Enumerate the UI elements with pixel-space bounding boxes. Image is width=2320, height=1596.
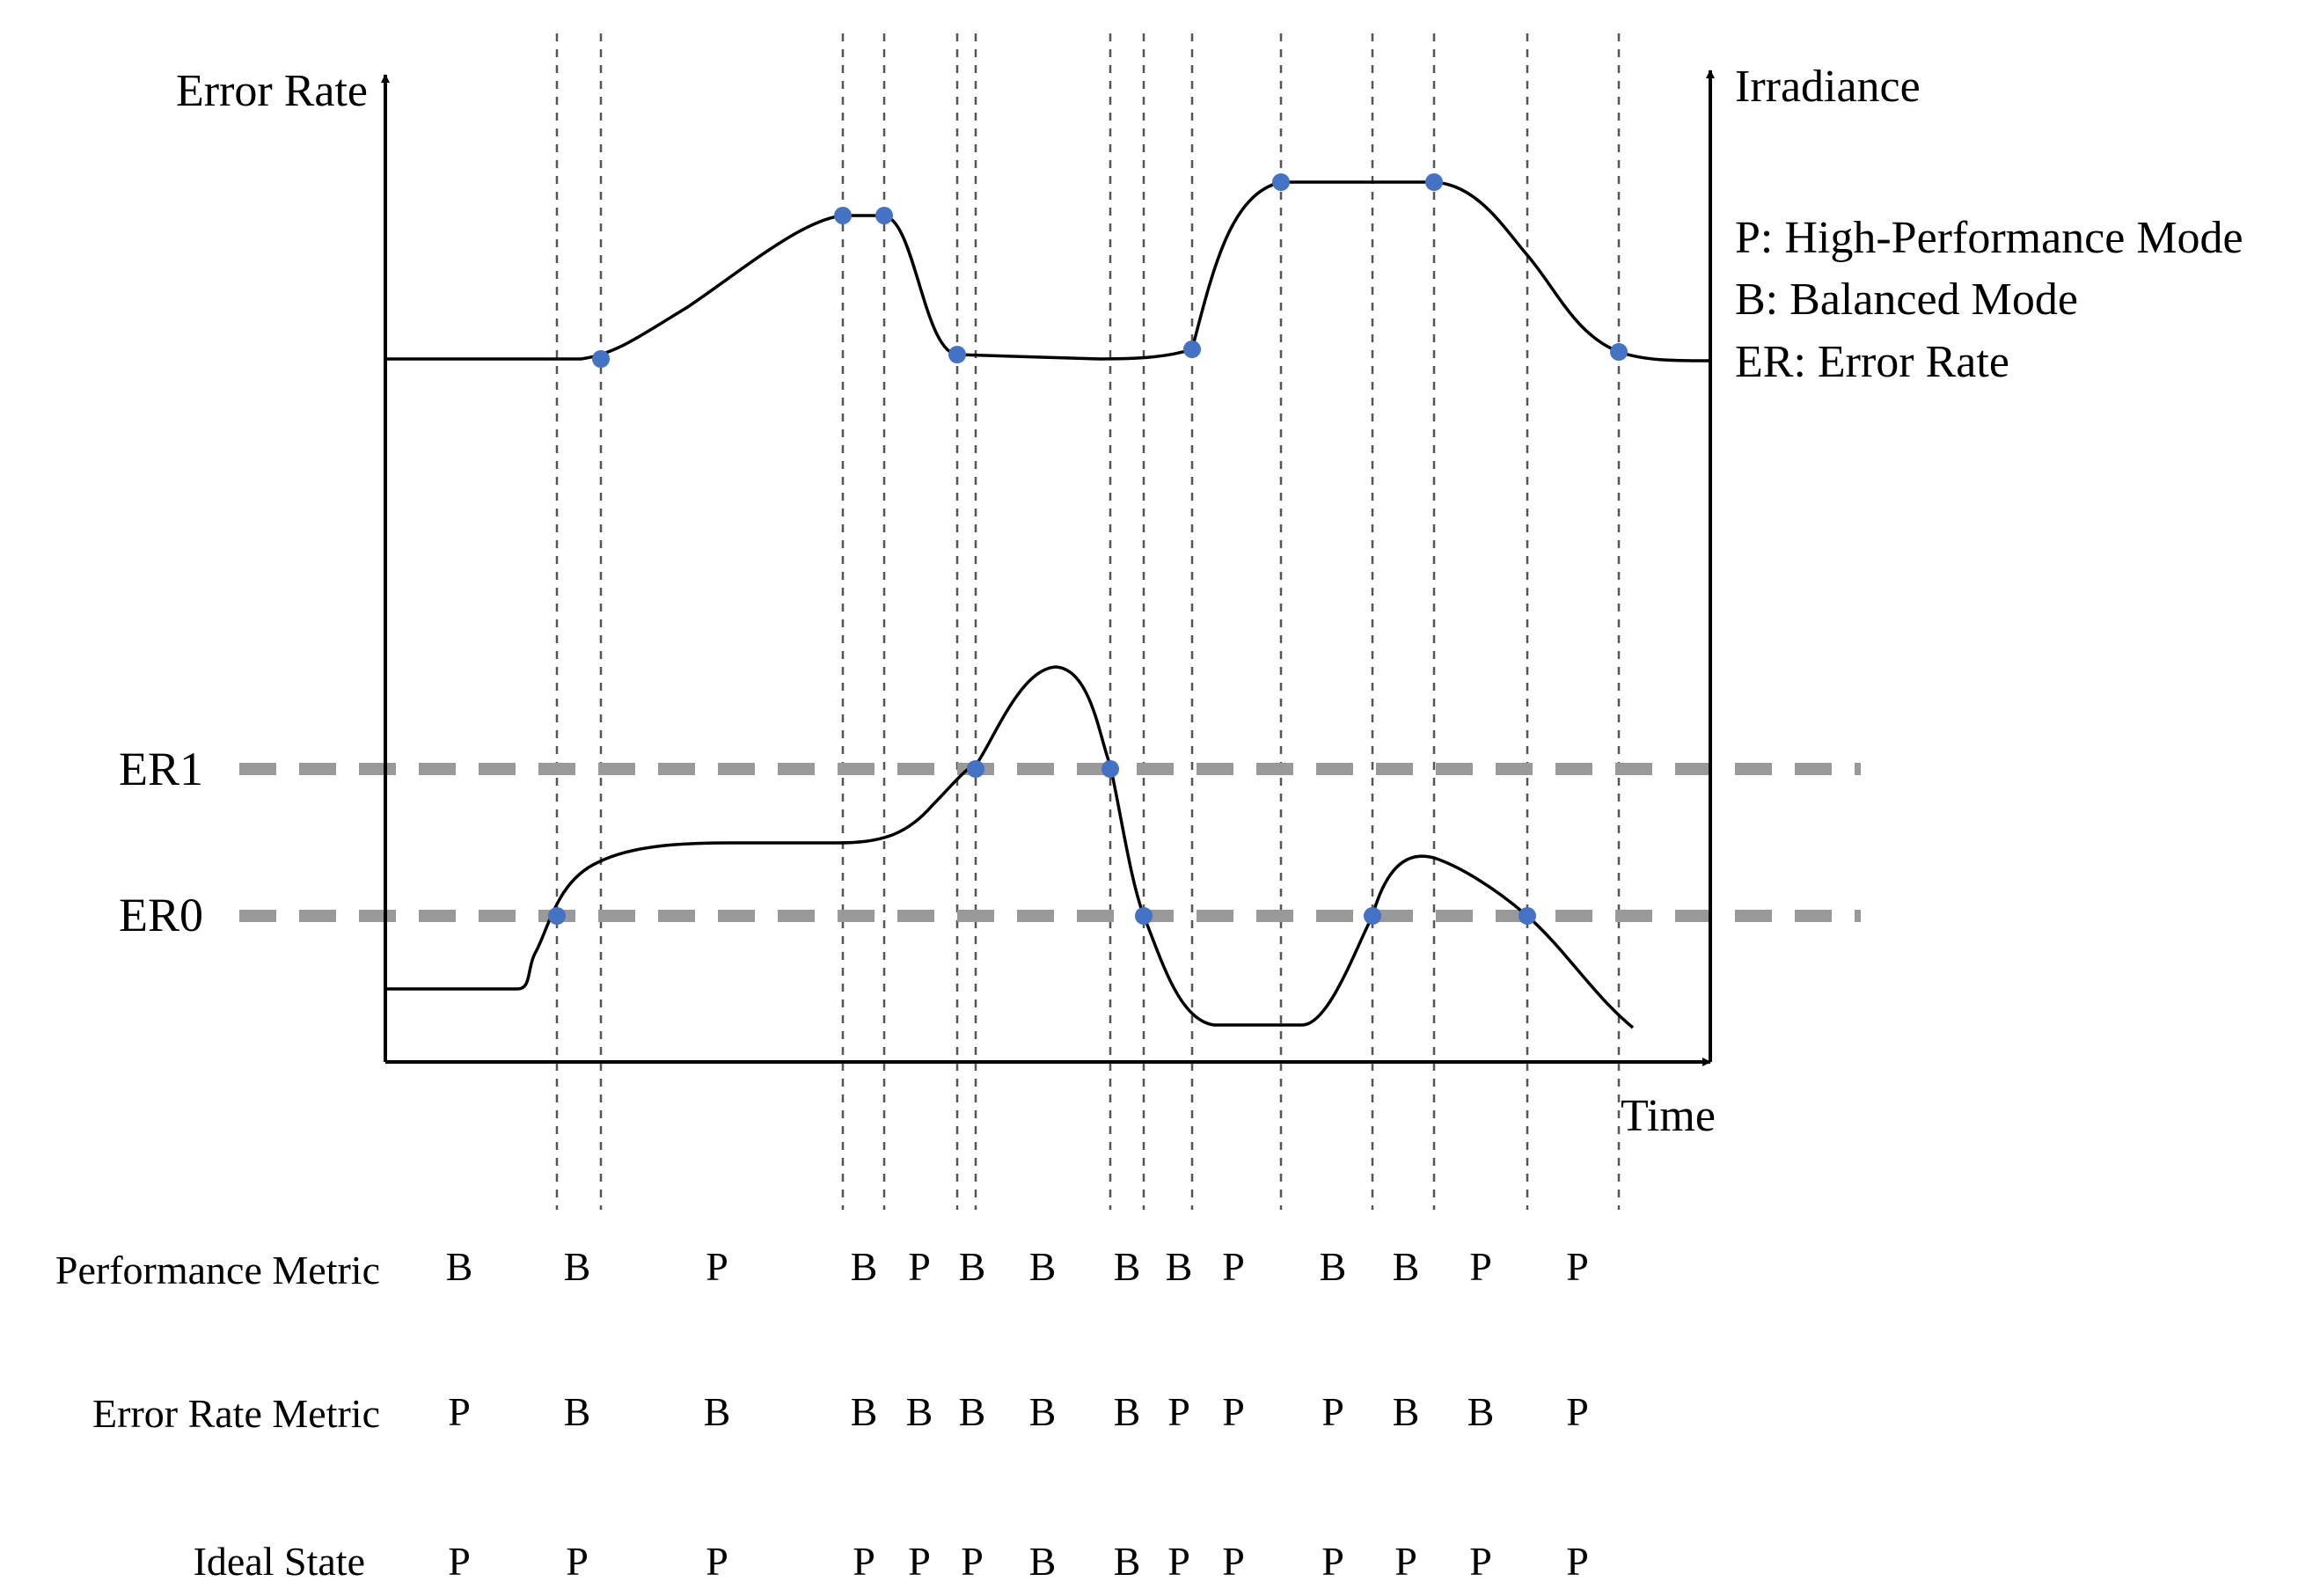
row-label-error-rate: Error Rate Metric	[92, 1391, 380, 1436]
mode-cell-ideal: B	[1114, 1539, 1141, 1584]
mode-cell-ideal: B	[1029, 1539, 1057, 1584]
irradiance-curve	[385, 180, 1711, 362]
irradiance-marker	[1183, 340, 1201, 358]
mode-cell-performance: P	[1566, 1244, 1589, 1289]
mode-cell-performance: B	[446, 1244, 473, 1289]
irradiance-marker	[592, 350, 610, 368]
mode-cell-ideal: P	[706, 1539, 728, 1584]
mode-cell-error-rate: P	[1167, 1389, 1190, 1434]
mode-cell-error-rate: B	[1393, 1389, 1420, 1434]
error-rate-marker	[548, 907, 566, 925]
mode-cell-ideal: P	[566, 1539, 589, 1584]
er0-label: ER0	[119, 889, 203, 941]
mode-cell-ideal: P	[1167, 1539, 1190, 1584]
mode-cell-performance: B	[1114, 1244, 1141, 1289]
error-rate-marker	[967, 760, 984, 778]
mode-cell-error-rate: P	[448, 1389, 471, 1434]
legend-p: P: High-Performance Mode	[1735, 213, 2243, 263]
mode-cell-ideal: P	[1469, 1539, 1492, 1584]
error-rate-marker	[1135, 907, 1153, 925]
crossing-markers	[548, 173, 1628, 925]
mode-cell-error-rate: B	[959, 1389, 986, 1434]
irradiance-marker	[834, 207, 852, 224]
mode-cell-performance: P	[1469, 1244, 1492, 1289]
irradiance-axis-label: Irradiance	[1735, 62, 1921, 112]
mode-cell-error-rate: B	[906, 1389, 933, 1434]
error-rate-marker	[1364, 907, 1381, 925]
legend-b: B: Balanced Mode	[1735, 275, 2078, 325]
time-axis-label: Time	[1621, 1091, 1716, 1141]
irradiance-marker	[1272, 173, 1290, 191]
mode-cell-ideal: P	[1321, 1539, 1344, 1584]
mode-cell-performance: P	[1222, 1244, 1245, 1289]
row-label-performance: Performance Metric	[55, 1248, 380, 1292]
mode-cell-ideal: P	[908, 1539, 931, 1584]
mode-cell-ideal: P	[1394, 1539, 1417, 1584]
mode-cell-error-rate: B	[1114, 1389, 1141, 1434]
er1-label: ER1	[119, 743, 203, 795]
legend-er: ER: Error Rate	[1735, 337, 2009, 387]
mode-cell-error-rate: P	[1566, 1389, 1589, 1434]
mode-cell-ideal: P	[961, 1539, 984, 1584]
mode-cell-performance: P	[908, 1244, 931, 1289]
mode-cell-ideal: P	[1566, 1539, 1589, 1584]
error-rate-marker	[1101, 760, 1119, 778]
error-rate-marker	[1519, 907, 1536, 925]
mode-cell-performance: B	[959, 1244, 986, 1289]
mode-cell-performance: B	[1029, 1244, 1057, 1289]
irradiance-marker	[1610, 343, 1628, 361]
mode-cell-ideal: P	[1222, 1539, 1245, 1584]
mode-cell-ideal: P	[853, 1539, 875, 1584]
mode-cell-performance: B	[851, 1244, 878, 1289]
mode-cell-performance: B	[1393, 1244, 1420, 1289]
error-rate-axis-label: Error Rate	[176, 66, 368, 116]
mode-cell-performance: P	[706, 1244, 728, 1289]
mode-cell-error-rate: B	[1467, 1389, 1495, 1434]
mode-cell-error-rate: B	[704, 1389, 731, 1434]
mode-cell-error-rate: P	[1222, 1389, 1245, 1434]
mode-cell-error-rate: B	[564, 1389, 591, 1434]
error-rate-curve	[385, 665, 1635, 1029]
mode-cell-performance: B	[564, 1244, 591, 1289]
mode-table: B B P B P B B B B P B B P PP B B B B B B B P P P B B PP P P P P P B B P P P P…	[446, 1244, 1589, 1584]
mode-cell-performance: B	[1166, 1244, 1193, 1289]
time-guide-lines	[555, 33, 1621, 1210]
mode-cell-error-rate: B	[851, 1389, 878, 1434]
mode-cell-error-rate: B	[1029, 1389, 1057, 1434]
irradiance-marker	[1425, 173, 1443, 191]
irradiance-marker	[948, 346, 966, 363]
mode-cell-performance: B	[1320, 1244, 1347, 1289]
mode-cell-ideal: P	[448, 1539, 471, 1584]
irradiance-marker	[875, 207, 893, 224]
mode-cell-error-rate: P	[1321, 1389, 1344, 1434]
row-label-ideal: Ideal State	[194, 1539, 365, 1584]
